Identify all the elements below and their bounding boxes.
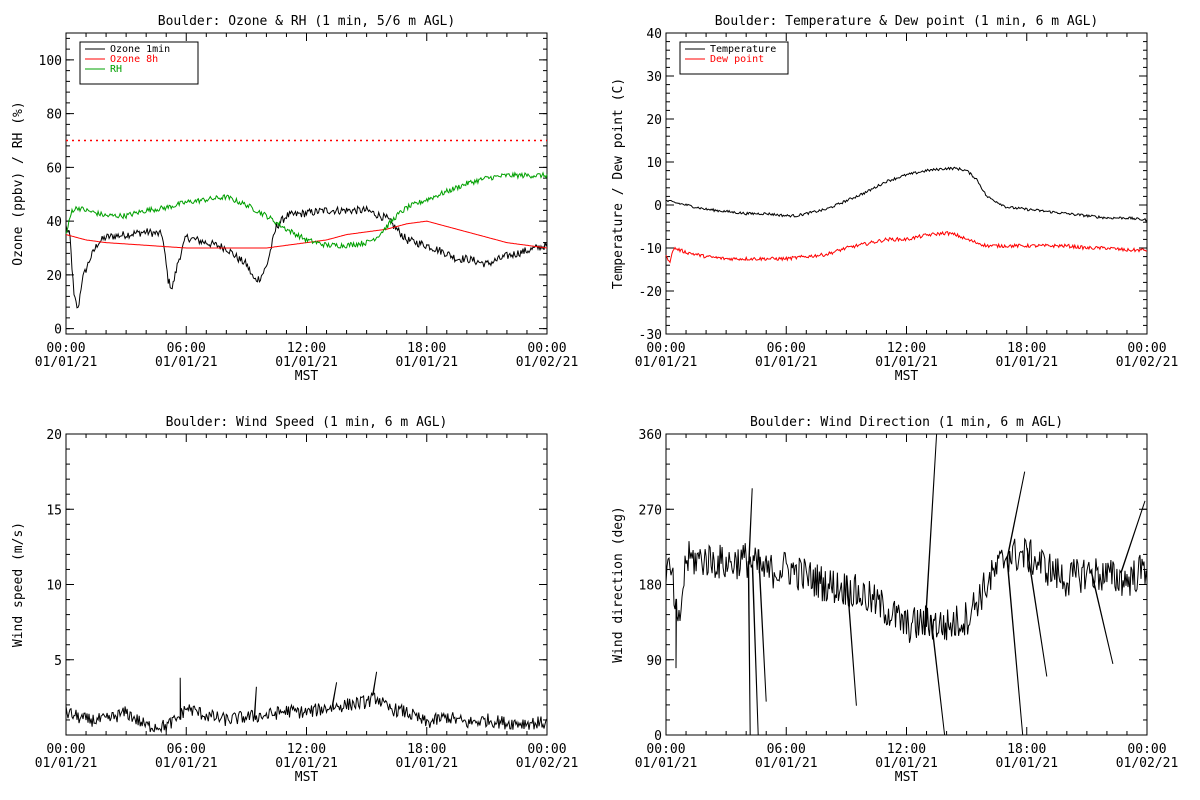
y-tick-label: 40: [646, 27, 662, 42]
x-tick-label-time: 18:00: [1007, 341, 1046, 356]
x-tick-label-date: 01/01/21: [995, 756, 1058, 771]
x-tick-label-time: 18:00: [407, 742, 446, 757]
legend-entry: RH: [110, 64, 122, 75]
y-tick-label: 40: [46, 215, 62, 230]
x-tick-label-date: 01/01/21: [635, 756, 698, 771]
x-tick-label-time: 00:00: [46, 742, 85, 757]
x-tick-label-time: 00:00: [1127, 742, 1166, 757]
y-tick-label: 270: [639, 503, 662, 518]
y-tick-label: 180: [639, 579, 662, 594]
y-axis-label: Temperature / Dew point (C): [611, 78, 626, 289]
x-tick-label-time: 00:00: [646, 742, 685, 757]
chart-panel-ozone-rh: Boulder: Ozone & RH (1 min, 5/6 m AGL)00…: [11, 14, 578, 384]
y-tick-label: 80: [46, 108, 62, 123]
legend-entry: Dew point: [710, 54, 764, 65]
x-tick-label-time: 18:00: [1007, 742, 1046, 757]
y-tick-label: 20: [46, 428, 62, 443]
y-tick-label: 60: [46, 161, 62, 176]
x-tick-label-time: 12:00: [887, 341, 926, 356]
y-tick-label: 20: [646, 113, 662, 128]
x-tick-label-date: 01/02/21: [516, 756, 579, 771]
x-tick-label-time: 06:00: [167, 742, 206, 757]
y-tick-label: 30: [646, 70, 662, 85]
legend-box: [679, 41, 789, 75]
series-line-ozone-1min: [65, 204, 548, 309]
x-tick-label-time: 00:00: [1127, 341, 1166, 356]
y-tick-label: 0: [654, 729, 662, 744]
y-tick-label: 20: [46, 269, 62, 284]
legend-entry: Ozone 1min: [110, 44, 170, 55]
y-tick-label: -20: [639, 285, 662, 300]
y-axis-label: Wind direction (deg): [611, 506, 626, 663]
chart-title: Boulder: Wind Direction (1 min, 6 m AGL): [750, 415, 1063, 430]
chart-title: Boulder: Temperature & Dew point (1 min,…: [715, 14, 1099, 29]
legend-entry: Temperature: [710, 44, 776, 55]
y-tick-label: -30: [639, 328, 662, 343]
x-tick-label-time: 00:00: [527, 341, 566, 356]
x-tick-label-date: 01/01/21: [35, 355, 98, 370]
x-tick-label-date: 01/01/21: [755, 355, 818, 370]
x-tick-label-date: 01/02/21: [516, 355, 579, 370]
series-line-rh: [65, 171, 548, 249]
y-tick-label: 360: [639, 428, 662, 443]
x-tick-label-date: 01/01/21: [995, 355, 1058, 370]
x-tick-label-date: 01/01/21: [275, 355, 338, 370]
x-tick-label-date: 01/01/21: [395, 756, 458, 771]
series-line-temperature: [665, 166, 1148, 223]
x-tick-label-time: 12:00: [287, 742, 326, 757]
y-tick-label: 10: [46, 579, 62, 594]
y-axis-label: Wind speed (m/s): [11, 522, 26, 647]
chart-panel-wind-speed: Boulder: Wind Speed (1 min, 6 m AGL) 00:0…: [11, 415, 578, 785]
y-tick-label: 90: [646, 654, 662, 669]
y-tick-label: 0: [54, 323, 62, 338]
x-tick-label-time: 06:00: [767, 341, 806, 356]
series-line-dew-point: [665, 230, 1147, 264]
x-tick-label-date: 01/01/21: [875, 355, 938, 370]
y-tick-label: 15: [46, 503, 62, 518]
x-tick-label-date: 01/01/21: [275, 756, 338, 771]
x-tick-label-date: 01/01/21: [155, 355, 218, 370]
x-axis-label: MST: [295, 770, 319, 785]
x-tick-label-time: 06:00: [167, 341, 206, 356]
y-tick-label: 10: [646, 156, 662, 171]
chart-title: Boulder: Wind Speed (1 min, 6 m AGL): [166, 415, 448, 430]
x-tick-label-date: 01/01/21: [755, 756, 818, 771]
legend-entry: Ozone 8h: [110, 54, 158, 65]
x-tick-label-date: 01/02/21: [1116, 355, 1179, 370]
x-tick-label-time: 00:00: [527, 742, 566, 757]
y-tick-label: 100: [39, 54, 62, 69]
chart-panel-wind-direction: Boulder: Wind Direction (1 min, 6 m AGL)…: [611, 415, 1178, 785]
x-axis-label: MST: [895, 369, 919, 384]
chart-panel-temp-dewpoint: Boulder: Temperature & Dew point (1 min,…: [611, 14, 1178, 384]
x-tick-label-date: 01/01/21: [35, 756, 98, 771]
chart-title: Boulder: Ozone & RH (1 min, 5/6 m AGL): [158, 14, 455, 29]
x-tick-label-time: 00:00: [46, 341, 85, 356]
x-tick-label-date: 01/01/21: [635, 355, 698, 370]
x-tick-label-date: 01/02/21: [1116, 756, 1179, 771]
series-line-trace: [65, 671, 548, 734]
x-tick-label-time: 12:00: [887, 742, 926, 757]
series-line-trace: [665, 433, 1148, 736]
x-tick-label-date: 01/01/21: [875, 756, 938, 771]
y-tick-label: -10: [639, 242, 662, 257]
y-axis-label: Ozone (ppbv) / RH (%): [11, 101, 26, 265]
x-axis-label: MST: [895, 770, 919, 785]
x-tick-label-time: 06:00: [767, 742, 806, 757]
series-line-ozone-8h: [65, 220, 548, 249]
x-tick-label-time: 18:00: [407, 341, 446, 356]
y-tick-label: 5: [54, 654, 62, 669]
y-tick-label: 0: [654, 199, 662, 214]
x-tick-label-time: 00:00: [646, 341, 685, 356]
x-tick-label-time: 12:00: [287, 341, 326, 356]
x-tick-label-date: 01/01/21: [155, 756, 218, 771]
x-axis-label: MST: [295, 369, 319, 384]
x-tick-label-date: 01/01/21: [395, 355, 458, 370]
